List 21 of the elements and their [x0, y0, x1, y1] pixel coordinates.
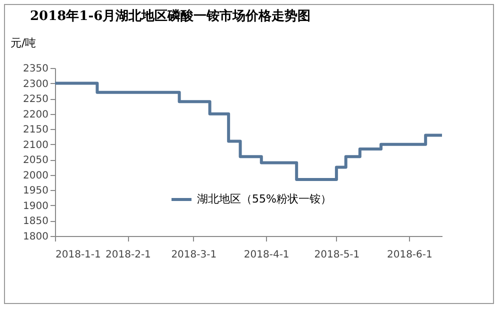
y-tick-label: 2200	[23, 109, 48, 120]
y-tick-label: 2000	[23, 170, 48, 182]
x-tick-label: 2018-3-1	[171, 250, 217, 260]
x-tick-label: 2018-5-1	[314, 250, 360, 260]
x-tick-label: 2018-1-1	[56, 250, 101, 260]
x-tick-label: 2018-6-1	[386, 250, 432, 260]
x-tick-label: 2018-2-1	[106, 250, 151, 260]
x-tick-label: 2018-4-1	[244, 250, 290, 260]
y-tick-label: 2100	[23, 140, 48, 151]
y-tick-label: 2150	[23, 124, 48, 136]
chart-title: 2018年1-6月湖北地区磷酸一铵市场价格走势图	[30, 8, 311, 24]
y-tick-label: 2350	[23, 64, 48, 74]
y-tick-label: 2050	[23, 155, 48, 166]
y-tick-label: 2300	[23, 78, 48, 90]
legend-label: 湖北地区（55%粉状一铵）	[197, 192, 332, 206]
y-tick-label: 1800	[23, 232, 48, 242]
y-tick-label: 1900	[23, 200, 48, 212]
y-axis-title: 元/吨	[10, 36, 36, 50]
y-tick-label: 1850	[23, 216, 48, 228]
y-tick-label: 1950	[23, 186, 48, 197]
y-tick-label: 2250	[23, 94, 48, 106]
